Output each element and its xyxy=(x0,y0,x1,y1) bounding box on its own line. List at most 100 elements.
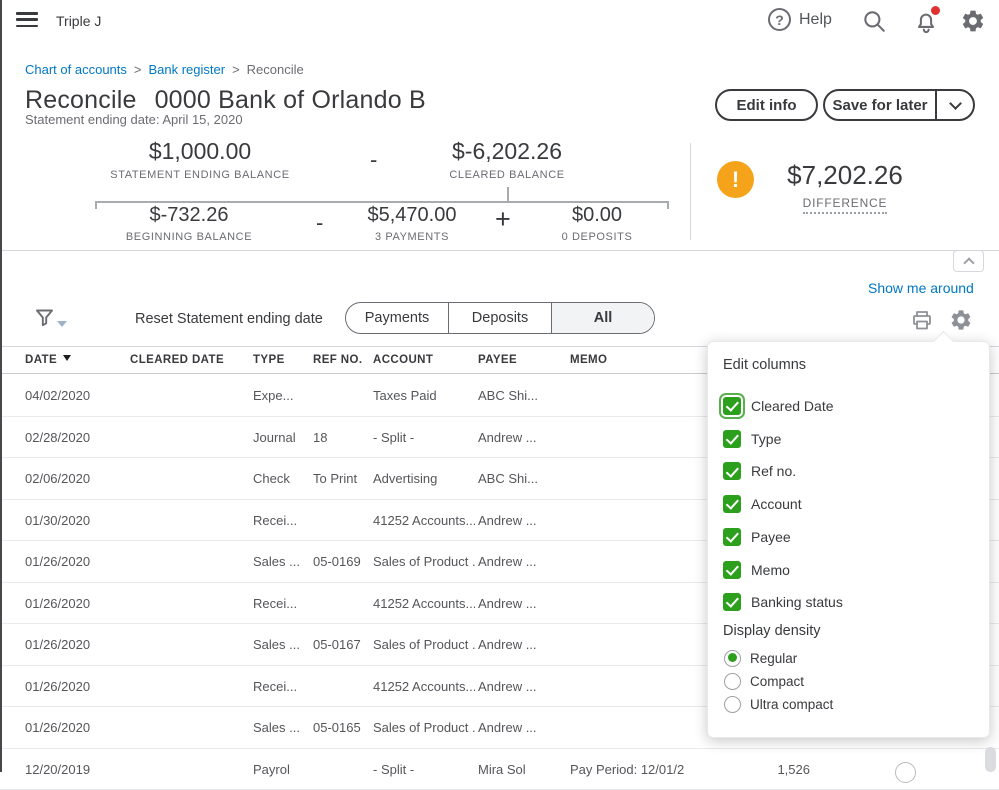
checkbox-label: Type xyxy=(751,431,781,447)
radio-icon xyxy=(724,696,741,713)
column-checkbox-cleared-date[interactable]: Cleared Date xyxy=(723,396,834,416)
cell-type: Check xyxy=(253,458,290,500)
header-account[interactable]: ACCOUNT xyxy=(373,354,433,366)
cell-account: Sales of Product ... xyxy=(373,624,475,666)
table-gear-icon[interactable] xyxy=(949,308,973,332)
checkbox-label: Cleared Date xyxy=(751,398,834,414)
cell-type: Payrol xyxy=(253,749,290,790)
cell-date: 01/26/2020 xyxy=(25,666,90,708)
checkbox-checked-icon xyxy=(723,561,741,579)
cell-account: - Split - xyxy=(373,417,414,459)
cell-type: Recei... xyxy=(253,583,297,625)
column-checkbox-type[interactable]: Type xyxy=(723,429,781,449)
checkbox-checked-icon xyxy=(723,462,741,480)
checkbox-label: Account xyxy=(751,496,802,512)
difference-label[interactable]: DIFFERENCE xyxy=(803,196,888,214)
checkbox-checked-icon xyxy=(723,430,741,448)
cell-account: - Split - xyxy=(373,749,414,790)
column-checkbox-memo[interactable]: Memo xyxy=(723,560,790,580)
top-navbar: Triple J ? Help xyxy=(0,0,999,42)
transaction-type-tabs: PaymentsDepositsAll xyxy=(345,302,655,334)
show-me-around-link[interactable]: Show me around xyxy=(868,280,974,296)
help-icon: ? xyxy=(768,8,791,31)
checkbox-checked-icon xyxy=(723,528,741,546)
chevron-up-icon xyxy=(963,257,974,268)
bracket-connector xyxy=(507,187,509,201)
edit-columns-popup: Edit columns Cleared Date Type Ref no. Acco… xyxy=(707,341,990,738)
cell-memo: Pay Period: 12/01/2 xyxy=(570,749,684,790)
density-radio-regular[interactable]: Regular xyxy=(724,649,797,667)
radio-label: Ultra compact xyxy=(750,697,833,712)
cell-payee: Andrew ... xyxy=(478,666,537,708)
header-payee[interactable]: PAYEE xyxy=(478,354,517,366)
statement-ending-balance: $1,000.00 STATEMENT ENDING BALANCE xyxy=(100,138,300,181)
checkbox-checked-icon xyxy=(723,495,741,513)
filter-funnel-icon[interactable] xyxy=(33,306,65,330)
window-edge xyxy=(0,0,2,772)
cell-account: Sales of Product ... xyxy=(373,707,475,749)
cell-payee: Andrew ... xyxy=(478,707,537,749)
radio-label: Compact xyxy=(750,674,804,689)
column-checkbox-ref-no-[interactable]: Ref no. xyxy=(723,461,796,481)
tab-all[interactable]: All xyxy=(552,303,654,333)
beginning-balance: $-732.26 BEGINNING BALANCE xyxy=(89,204,289,243)
search-icon[interactable] xyxy=(861,8,887,34)
density-radio-ultra-compact[interactable]: Ultra compact xyxy=(724,695,833,713)
checkbox-label: Ref no. xyxy=(751,463,796,479)
cell-date: 12/20/2019 xyxy=(25,749,90,790)
header-memo[interactable]: MEMO xyxy=(570,354,607,366)
column-checkbox-payee[interactable]: Payee xyxy=(723,527,791,547)
cell-payee: Andrew ... xyxy=(478,541,537,583)
save-options-dropdown[interactable] xyxy=(937,103,973,108)
column-checkbox-account[interactable]: Account xyxy=(723,494,802,514)
help-button[interactable]: ? Help xyxy=(768,8,832,31)
breadcrumb: Chart of accounts>Bank register>Reconcil… xyxy=(25,62,304,77)
payments-total: $5,470.00 3 PAYMENTS xyxy=(312,204,512,243)
cell-account: 41252 Accounts... xyxy=(373,500,475,542)
breadcrumb-bank-register[interactable]: Bank register xyxy=(148,62,225,77)
chevron-down-icon xyxy=(949,97,962,110)
section-divider xyxy=(0,250,999,251)
cell-ref: 05-0167 xyxy=(313,624,361,666)
print-icon[interactable] xyxy=(910,308,934,332)
cell-account: 41252 Accounts... xyxy=(373,666,475,708)
cell-payee: Andrew ... xyxy=(478,583,537,625)
density-radio-compact[interactable]: Compact xyxy=(724,672,804,690)
vertical-scrollbar[interactable] xyxy=(985,747,996,772)
reset-statement-ending-date[interactable]: Reset Statement ending date xyxy=(135,311,323,327)
cell-ref: 18 xyxy=(313,417,327,459)
mark-cleared-circle[interactable] xyxy=(895,762,916,783)
filter-dropdown-arrow xyxy=(57,321,67,327)
hamburger-menu-icon[interactable] xyxy=(16,12,38,28)
popup-title: Edit columns xyxy=(723,357,806,373)
cell-account: Taxes Paid xyxy=(373,375,437,417)
cell-ref: To Print xyxy=(313,458,357,500)
settings-gear-icon[interactable] xyxy=(960,8,986,34)
deposits-total: $0.00 0 DEPOSITS xyxy=(497,204,697,243)
cell-type: Sales ... xyxy=(253,541,300,583)
tab-deposits[interactable]: Deposits xyxy=(449,303,552,333)
page-title: Reconcile0000 Bank of Orlando B xyxy=(25,86,426,115)
cleared-balance: $-6,202.26 CLEARED BALANCE xyxy=(407,138,607,181)
cell-payee: Mira Sol xyxy=(478,749,526,790)
notifications-bell-icon[interactable] xyxy=(913,8,939,34)
sort-desc-icon xyxy=(63,355,71,361)
cell-type: Recei... xyxy=(253,500,297,542)
save-for-later-button[interactable]: Save for later xyxy=(823,89,975,121)
tab-payments[interactable]: Payments xyxy=(346,303,449,333)
checkbox-label: Payee xyxy=(751,529,791,545)
header-type[interactable]: TYPE xyxy=(253,354,285,366)
header-cleared-date[interactable]: CLEARED DATE xyxy=(130,354,224,366)
edit-info-button[interactable]: Edit info xyxy=(715,89,818,121)
collapse-summary-button[interactable] xyxy=(953,250,984,272)
breadcrumb-chart-of-accounts[interactable]: Chart of accounts xyxy=(25,62,127,77)
header-ref-no[interactable]: REF NO. xyxy=(313,354,362,366)
checkbox-checked-icon xyxy=(723,397,741,415)
cell-date: 01/26/2020 xyxy=(25,583,90,625)
display-density-label: Display density xyxy=(723,623,821,639)
radio-icon xyxy=(724,673,741,690)
header-date[interactable]: DATE xyxy=(25,354,71,366)
checkbox-label: Banking status xyxy=(751,594,843,610)
column-checkbox-banking-status[interactable]: Banking status xyxy=(723,592,843,612)
table-row[interactable]: 12/20/2019 Payrol - Split - Mira Sol Pay Per… xyxy=(0,749,999,790)
